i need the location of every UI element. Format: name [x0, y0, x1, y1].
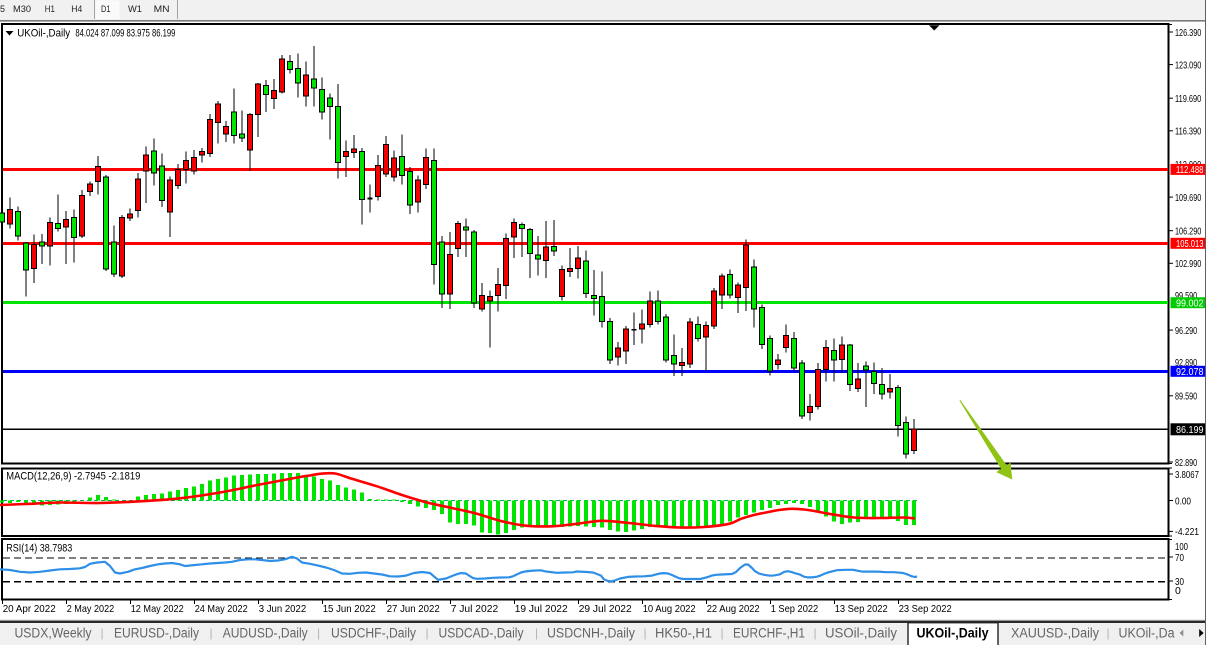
svg-text:UKOil-,Daily: UKOil-,Daily	[917, 626, 989, 641]
svg-text:24 May 2022: 24 May 2022	[195, 603, 248, 615]
svg-text:19 Jul 2022: 19 Jul 2022	[515, 603, 568, 615]
svg-text:0: 0	[1175, 585, 1181, 597]
svg-text:84.024 87.099 83.975 86.199: 84.024 87.099 83.975 86.199	[75, 28, 175, 40]
svg-text:5: 5	[0, 4, 5, 15]
svg-text:27 Jun 2022: 27 Jun 2022	[387, 603, 440, 615]
svg-text:100: 100	[1175, 541, 1188, 553]
svg-text:EURUSD-,Daily: EURUSD-,Daily	[114, 626, 199, 641]
svg-text:99.002: 99.002	[1176, 298, 1204, 310]
svg-text:116.390: 116.390	[1175, 126, 1201, 138]
svg-text:3 Jun 2022: 3 Jun 2022	[259, 603, 307, 615]
svg-text:|: |	[425, 626, 428, 640]
svg-text:0.00: 0.00	[1175, 495, 1191, 507]
svg-text:|: |	[643, 626, 646, 640]
svg-text:|: |	[1106, 626, 1109, 640]
svg-text:106.290: 106.290	[1175, 226, 1201, 238]
svg-text:|: |	[209, 626, 212, 640]
svg-text:RSI(14) 38.7983: RSI(14) 38.7983	[6, 542, 72, 554]
svg-text:|: |	[100, 626, 103, 640]
svg-text:82.890: 82.890	[1175, 457, 1197, 469]
svg-text:H1: H1	[45, 4, 55, 15]
svg-text:13 Sep 2022: 13 Sep 2022	[835, 603, 888, 615]
svg-text:H4: H4	[71, 4, 82, 15]
svg-text:23 Sep 2022: 23 Sep 2022	[899, 603, 952, 615]
svg-text:89.590: 89.590	[1175, 391, 1197, 403]
svg-text:70: 70	[1175, 552, 1184, 564]
svg-text:EURCHF-,H1: EURCHF-,H1	[733, 626, 805, 641]
svg-text:AUDUSD-,Daily: AUDUSD-,Daily	[223, 626, 308, 641]
svg-text:USDCHF-,Daily: USDCHF-,Daily	[331, 626, 416, 641]
svg-text:112.488: 112.488	[1176, 164, 1204, 176]
svg-text:105.013: 105.013	[1176, 238, 1204, 250]
svg-text:MN: MN	[154, 4, 170, 15]
svg-text:|: |	[535, 626, 538, 640]
svg-text:XAUUSD-,Daily: XAUUSD-,Daily	[1011, 626, 1099, 641]
svg-text:20 Apr 2022: 20 Apr 2022	[3, 603, 56, 615]
svg-text:USOil-,Daily: USOil-,Daily	[825, 626, 897, 641]
svg-text:|: |	[317, 626, 320, 640]
svg-text:2 May 2022: 2 May 2022	[67, 603, 115, 615]
svg-text:HK50-,H1: HK50-,H1	[655, 626, 712, 641]
svg-text:|: |	[720, 626, 723, 640]
svg-text:96.290: 96.290	[1175, 325, 1197, 337]
svg-text:86.199: 86.199	[1176, 424, 1204, 436]
svg-text:USDCNH-,Daily: USDCNH-,Daily	[547, 626, 635, 641]
svg-text:W1: W1	[128, 4, 142, 15]
svg-text:109.690: 109.690	[1175, 192, 1201, 204]
svg-text:123.090: 123.090	[1175, 59, 1201, 71]
svg-text:92.078: 92.078	[1176, 366, 1204, 378]
svg-text:10 Aug 2022: 10 Aug 2022	[643, 603, 696, 615]
svg-text:-4.221: -4.221	[1175, 526, 1199, 538]
svg-text:USDCAD-,Daily: USDCAD-,Daily	[439, 626, 524, 641]
svg-text:12 May 2022: 12 May 2022	[131, 603, 184, 615]
svg-text:USDX,Weekly: USDX,Weekly	[15, 626, 92, 641]
svg-text:M30: M30	[13, 4, 31, 15]
svg-text:119.690: 119.690	[1175, 93, 1201, 105]
svg-text:102.990: 102.990	[1175, 258, 1201, 270]
svg-text:126.390: 126.390	[1175, 27, 1201, 39]
svg-text:3.8067: 3.8067	[1175, 469, 1199, 481]
svg-text:1 Sep 2022: 1 Sep 2022	[771, 603, 819, 615]
svg-text:7 Jul 2022: 7 Jul 2022	[451, 603, 499, 615]
svg-text:UKOil-,Da: UKOil-,Da	[1119, 626, 1175, 641]
svg-text:29 Jul 2022: 29 Jul 2022	[579, 603, 632, 615]
svg-text:30: 30	[1175, 576, 1184, 588]
svg-text:UKOil-,Daily: UKOil-,Daily	[17, 28, 70, 40]
svg-text:D1: D1	[101, 4, 111, 15]
svg-text:15 Jun 2022: 15 Jun 2022	[323, 603, 376, 615]
svg-text:|: |	[813, 626, 816, 640]
svg-text:MACD(12,26,9) -2.7945 -2.1819: MACD(12,26,9) -2.7945 -2.1819	[6, 470, 140, 482]
svg-text:22 Aug 2022: 22 Aug 2022	[707, 603, 760, 615]
